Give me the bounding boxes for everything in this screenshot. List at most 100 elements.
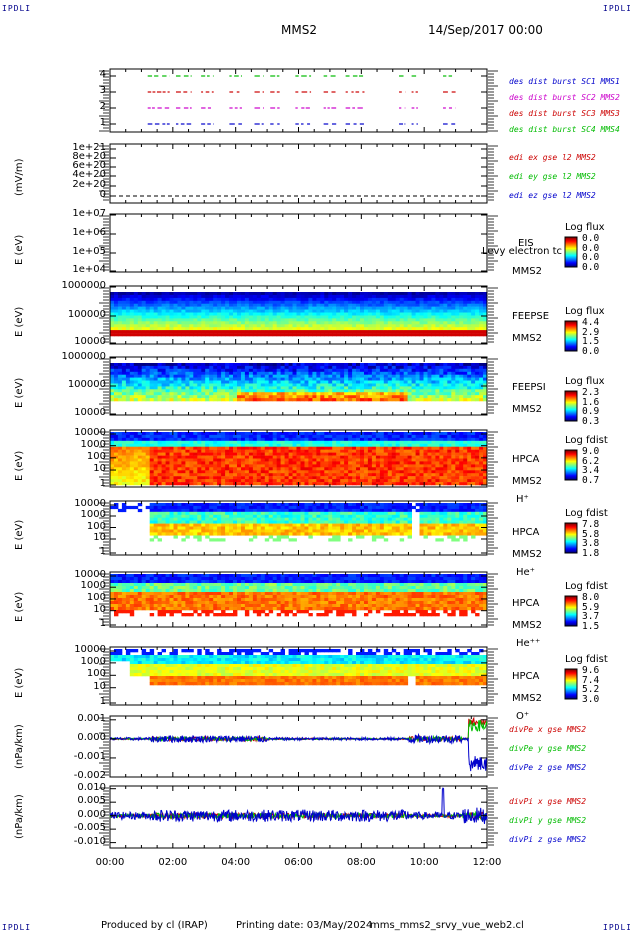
hpca-h-panel-cell	[348, 479, 353, 483]
feepsi-panel-cell	[114, 374, 119, 378]
feepse-panel-cell	[304, 324, 309, 328]
feepse-panel-cell	[121, 327, 127, 331]
feepsi-panel-cell	[157, 377, 162, 381]
feepse-panel-cell	[193, 312, 198, 316]
feepse-panel-cell	[117, 330, 123, 334]
feepse-panel-cell	[348, 294, 353, 299]
feepsi-panel-cell	[280, 374, 285, 378]
feepse-panel-cell	[209, 327, 214, 331]
feepsi-panel-cell	[475, 386, 480, 390]
feepsi-panel-cbar-cell	[565, 403, 577, 405]
hpca-h-panel-cell	[288, 440, 293, 444]
feepsi-panel-cell	[161, 374, 166, 378]
feepse-panel-cell	[467, 306, 472, 310]
feepsi-panel-cell	[411, 377, 416, 381]
feepse-panel-cell	[185, 324, 190, 328]
feepsi-panel-cell	[415, 377, 420, 381]
hpca-h-panel-cell	[221, 437, 226, 442]
feepsi-panel-cell	[459, 392, 464, 396]
feepse-panel-cell	[296, 318, 301, 322]
hpca-h-panel-cell	[459, 479, 464, 483]
hpca-h-panel-cell	[300, 467, 305, 471]
feepse-panel-cell	[463, 306, 468, 310]
feepsi-panel-cell	[455, 363, 460, 367]
hpca-h-panel-cell	[129, 458, 135, 462]
hpca-h-panel-cell	[133, 479, 139, 483]
feepsi-panel-cell	[209, 363, 214, 367]
feepse-panel-cell	[463, 303, 468, 307]
hpca-h-panel-cell	[328, 437, 333, 442]
hpca-h-panel-cell	[264, 461, 270, 465]
hpca-h-panel-cell	[324, 464, 329, 468]
hpca-h-panel-cell	[177, 482, 182, 486]
hpca-h-panel-cell	[284, 432, 289, 436]
feepsi-panel-cell	[217, 363, 222, 367]
feepsi-panel-cell	[173, 398, 178, 402]
feepse-panel-cell	[272, 303, 278, 307]
feepse-panel-cell	[391, 333, 397, 337]
feepse-panel-cell	[248, 309, 254, 313]
feepsi-panel-cell	[391, 368, 397, 372]
feepsi-panel-cell	[435, 386, 440, 390]
feepse-panel-cell	[336, 324, 341, 328]
feepsi-panel-cell	[256, 395, 262, 399]
hpca-h-panel-cell	[201, 434, 206, 439]
hpca-h-panel-cell	[391, 449, 397, 453]
hpca-h-panel-cell	[391, 458, 397, 462]
hpca-h-panel-cell	[272, 479, 278, 483]
feepsi-panel-cell	[379, 392, 385, 396]
feepsi-panel-cell	[304, 392, 309, 396]
feepse-panel-cell	[479, 300, 484, 304]
feepse-panel-cell	[316, 324, 321, 328]
feepsi-panel-cell	[415, 383, 420, 387]
hpca-h-panel-cell	[141, 464, 147, 468]
feepse-panel-cell	[181, 324, 186, 328]
hpca-h-panel-cell	[272, 446, 278, 450]
hpca-h-panel-cell	[316, 446, 321, 450]
hpca-h-panel-cell	[276, 446, 282, 450]
hpca-h-panel-cell	[367, 470, 373, 474]
hpca-h-panel-cell	[395, 449, 401, 453]
hpca-h-panel-cell	[185, 434, 190, 439]
feepse-panel-cell	[479, 312, 484, 316]
feepse-panel-cell	[233, 327, 238, 331]
feepse-panel-cell	[272, 330, 278, 334]
hpca-h-panel-cell	[407, 440, 412, 444]
feepse-panel-cell	[181, 312, 186, 316]
feepse-panel-cell	[205, 306, 210, 310]
hpca-h-panel-cell	[356, 479, 361, 483]
hpca-h-panel-cell	[165, 452, 170, 456]
feepsi-panel-cell	[411, 392, 416, 396]
hpca-h-panel-cell	[316, 470, 321, 474]
feepse-panel-cell	[145, 306, 151, 310]
feepse-panel-cell	[423, 292, 428, 296]
feepse-panel-cbar-cell	[565, 325, 577, 327]
hpca-h-panel-cell	[367, 446, 373, 450]
hpca-h-panel-cell	[395, 455, 401, 459]
hpca-h-panel-cell	[157, 446, 162, 450]
feepse-panel-cell	[185, 292, 190, 296]
feepse-panel-cell	[463, 327, 468, 331]
feepsi-panel-cell	[308, 374, 313, 378]
hpca-h-panel-cell	[264, 476, 270, 480]
feepsi-panel-cell	[272, 383, 278, 387]
feepsi-panel-cell	[459, 398, 464, 402]
feepsi-panel-cell	[427, 392, 432, 396]
hpca-h-panel-cell	[201, 470, 206, 474]
feepse-panel-cell	[467, 292, 472, 296]
hpca-h-panel-cell	[439, 432, 444, 436]
hpca-h-panel-cell	[248, 443, 254, 447]
feepsi-panel-cell	[300, 374, 305, 378]
feepse-panel-cell	[133, 312, 139, 316]
hpca-h-panel-cell	[209, 473, 214, 477]
corner-mark-tr: IPDLI	[603, 4, 630, 13]
hpca-h-panel-cell	[125, 482, 131, 486]
hpca-h-panel-cell	[391, 470, 397, 474]
feepse-panel-cell	[157, 306, 162, 310]
feepsi-panel-cell	[137, 368, 143, 372]
hpca-h-panel-cell	[241, 452, 246, 456]
feepsi-panel-cell	[471, 398, 476, 402]
hpca-h-panel-cell	[185, 479, 190, 483]
hpca-h-panel-cell	[169, 476, 174, 480]
feepse-panel-cell	[241, 294, 246, 299]
